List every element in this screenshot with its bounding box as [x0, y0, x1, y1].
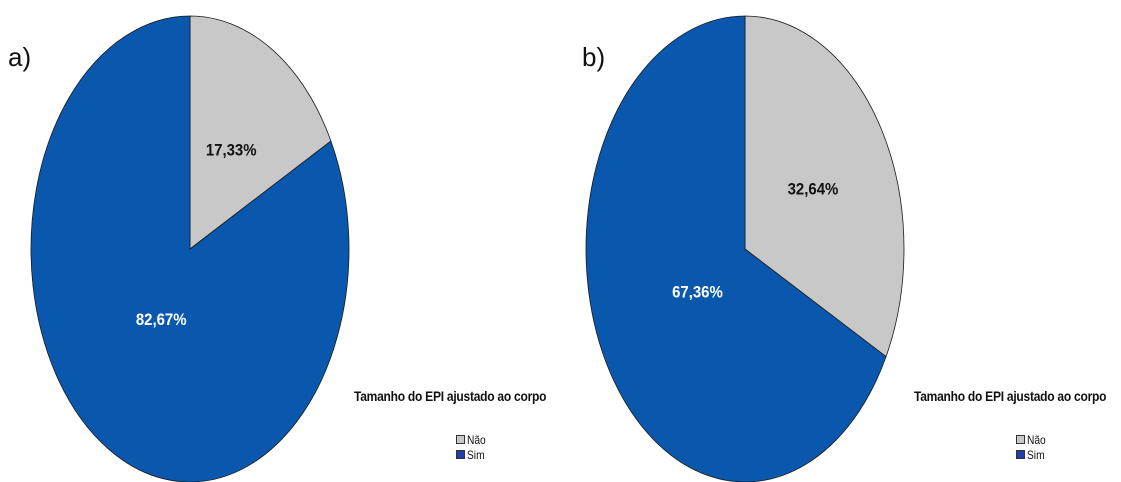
legend-item-label: Sim	[467, 447, 485, 462]
legend-swatch	[1016, 435, 1025, 444]
panel-label: b)	[582, 42, 606, 72]
legend-item-label: Não	[1027, 432, 1046, 447]
pie-chart: 32,64% 67,36%	[585, 15, 905, 482]
pie-slice-sim	[30, 15, 350, 482]
pie-slice-nao	[189, 15, 332, 250]
pie-slice-label: 67,36%	[672, 284, 723, 302]
legend-title: Tamanho do EPI ajustado ao corpo	[914, 388, 1107, 404]
legend-swatch	[456, 435, 465, 444]
legend-title: Tamanho do EPI ajustado ao corpo	[354, 388, 547, 404]
pie-slice-label: 17,33%	[206, 142, 257, 160]
legend-items: Não Sim	[1016, 432, 1121, 462]
pie-slice-nao	[744, 15, 905, 358]
legend-items: Não Sim	[456, 432, 594, 462]
pie-slice-label: 82,67%	[136, 311, 187, 329]
legend-item-label: Não	[467, 432, 486, 447]
pie-slice-sim	[585, 15, 887, 482]
panel-label: a)	[8, 42, 32, 72]
legend-item-label: Sim	[1027, 447, 1045, 462]
pie-slice-label: 32,64%	[788, 181, 839, 199]
legend-swatch	[1016, 450, 1025, 459]
chart-panel-b: b) 32,64% 67,36% Tamanho do EPI ajustado …	[560, 0, 1121, 482]
legend: Tamanho do EPI ajustado ao corpo Não Sim	[354, 388, 594, 462]
legend-swatch	[456, 450, 465, 459]
legend: Tamanho do EPI ajustado ao corpo Não Sim	[914, 388, 1121, 462]
pie-chart: 17,33% 82,67%	[30, 15, 350, 482]
legend-item-sim: Sim	[1016, 447, 1121, 462]
chart-panel-a: a) 17,33% 82,67% Tamanho do EPI ajustado …	[0, 0, 560, 482]
legend-item-nao: Não	[456, 432, 594, 447]
legend-item-sim: Sim	[456, 447, 594, 462]
legend-item-nao: Não	[1016, 432, 1121, 447]
